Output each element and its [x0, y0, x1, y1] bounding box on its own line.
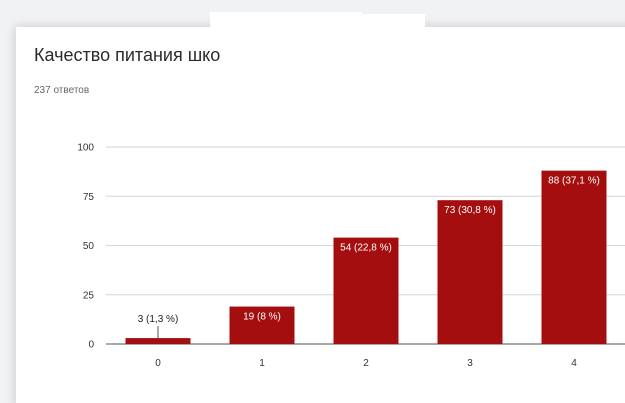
overlay-patch: [255, 14, 425, 70]
x-tick-label: 4: [571, 358, 577, 369]
bar-3: [437, 200, 503, 344]
bar-2: [333, 237, 399, 344]
y-tick-label: 0: [88, 340, 94, 351]
x-tick-label: 3: [467, 358, 473, 369]
x-tick-label: 1: [259, 358, 265, 369]
data-label: 88 (37,1 %): [548, 176, 600, 187]
x-tick-label: 2: [363, 358, 369, 369]
chart-card: [16, 27, 625, 403]
data-label: 19 (8 %): [243, 312, 281, 323]
data-label: 54 (22,8 %): [340, 243, 392, 254]
data-label: 3 (1,3 %): [138, 314, 179, 325]
x-tick-label: 0: [155, 358, 161, 369]
bar-1: [229, 306, 295, 344]
bar-4: [541, 170, 607, 344]
data-label: 73 (30,8 %): [444, 205, 496, 216]
chart-title: Качество питания шко: [34, 45, 221, 65]
bar-0: [125, 338, 191, 344]
y-tick-label: 100: [77, 143, 94, 154]
y-tick-label: 25: [83, 290, 95, 301]
y-tick-label: 75: [83, 192, 95, 203]
response-count: 237 ответов: [34, 85, 90, 96]
y-tick-label: 50: [83, 241, 95, 252]
